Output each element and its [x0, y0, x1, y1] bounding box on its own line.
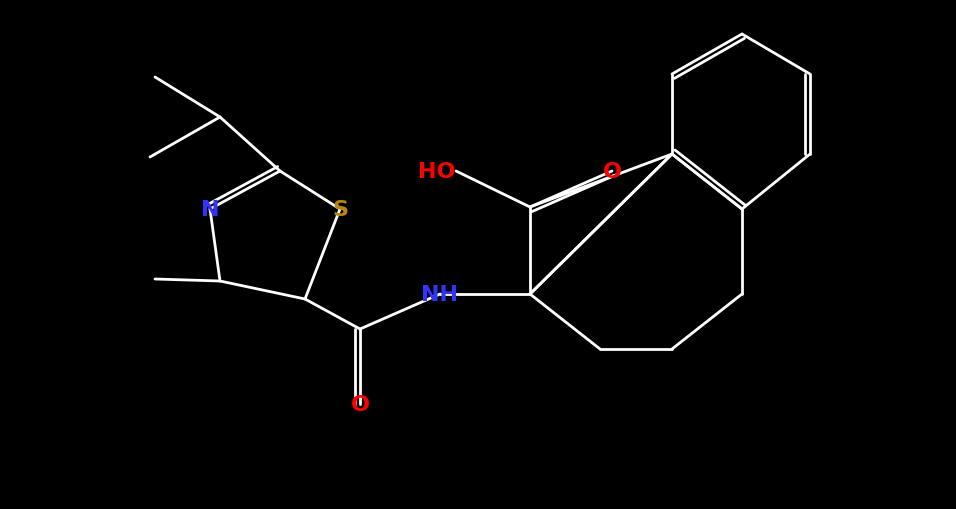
Text: NH: NH: [422, 285, 459, 304]
Text: O: O: [602, 162, 621, 182]
Text: O: O: [351, 394, 370, 414]
Text: S: S: [332, 200, 348, 219]
Text: N: N: [201, 200, 219, 219]
Text: HO: HO: [419, 162, 456, 182]
